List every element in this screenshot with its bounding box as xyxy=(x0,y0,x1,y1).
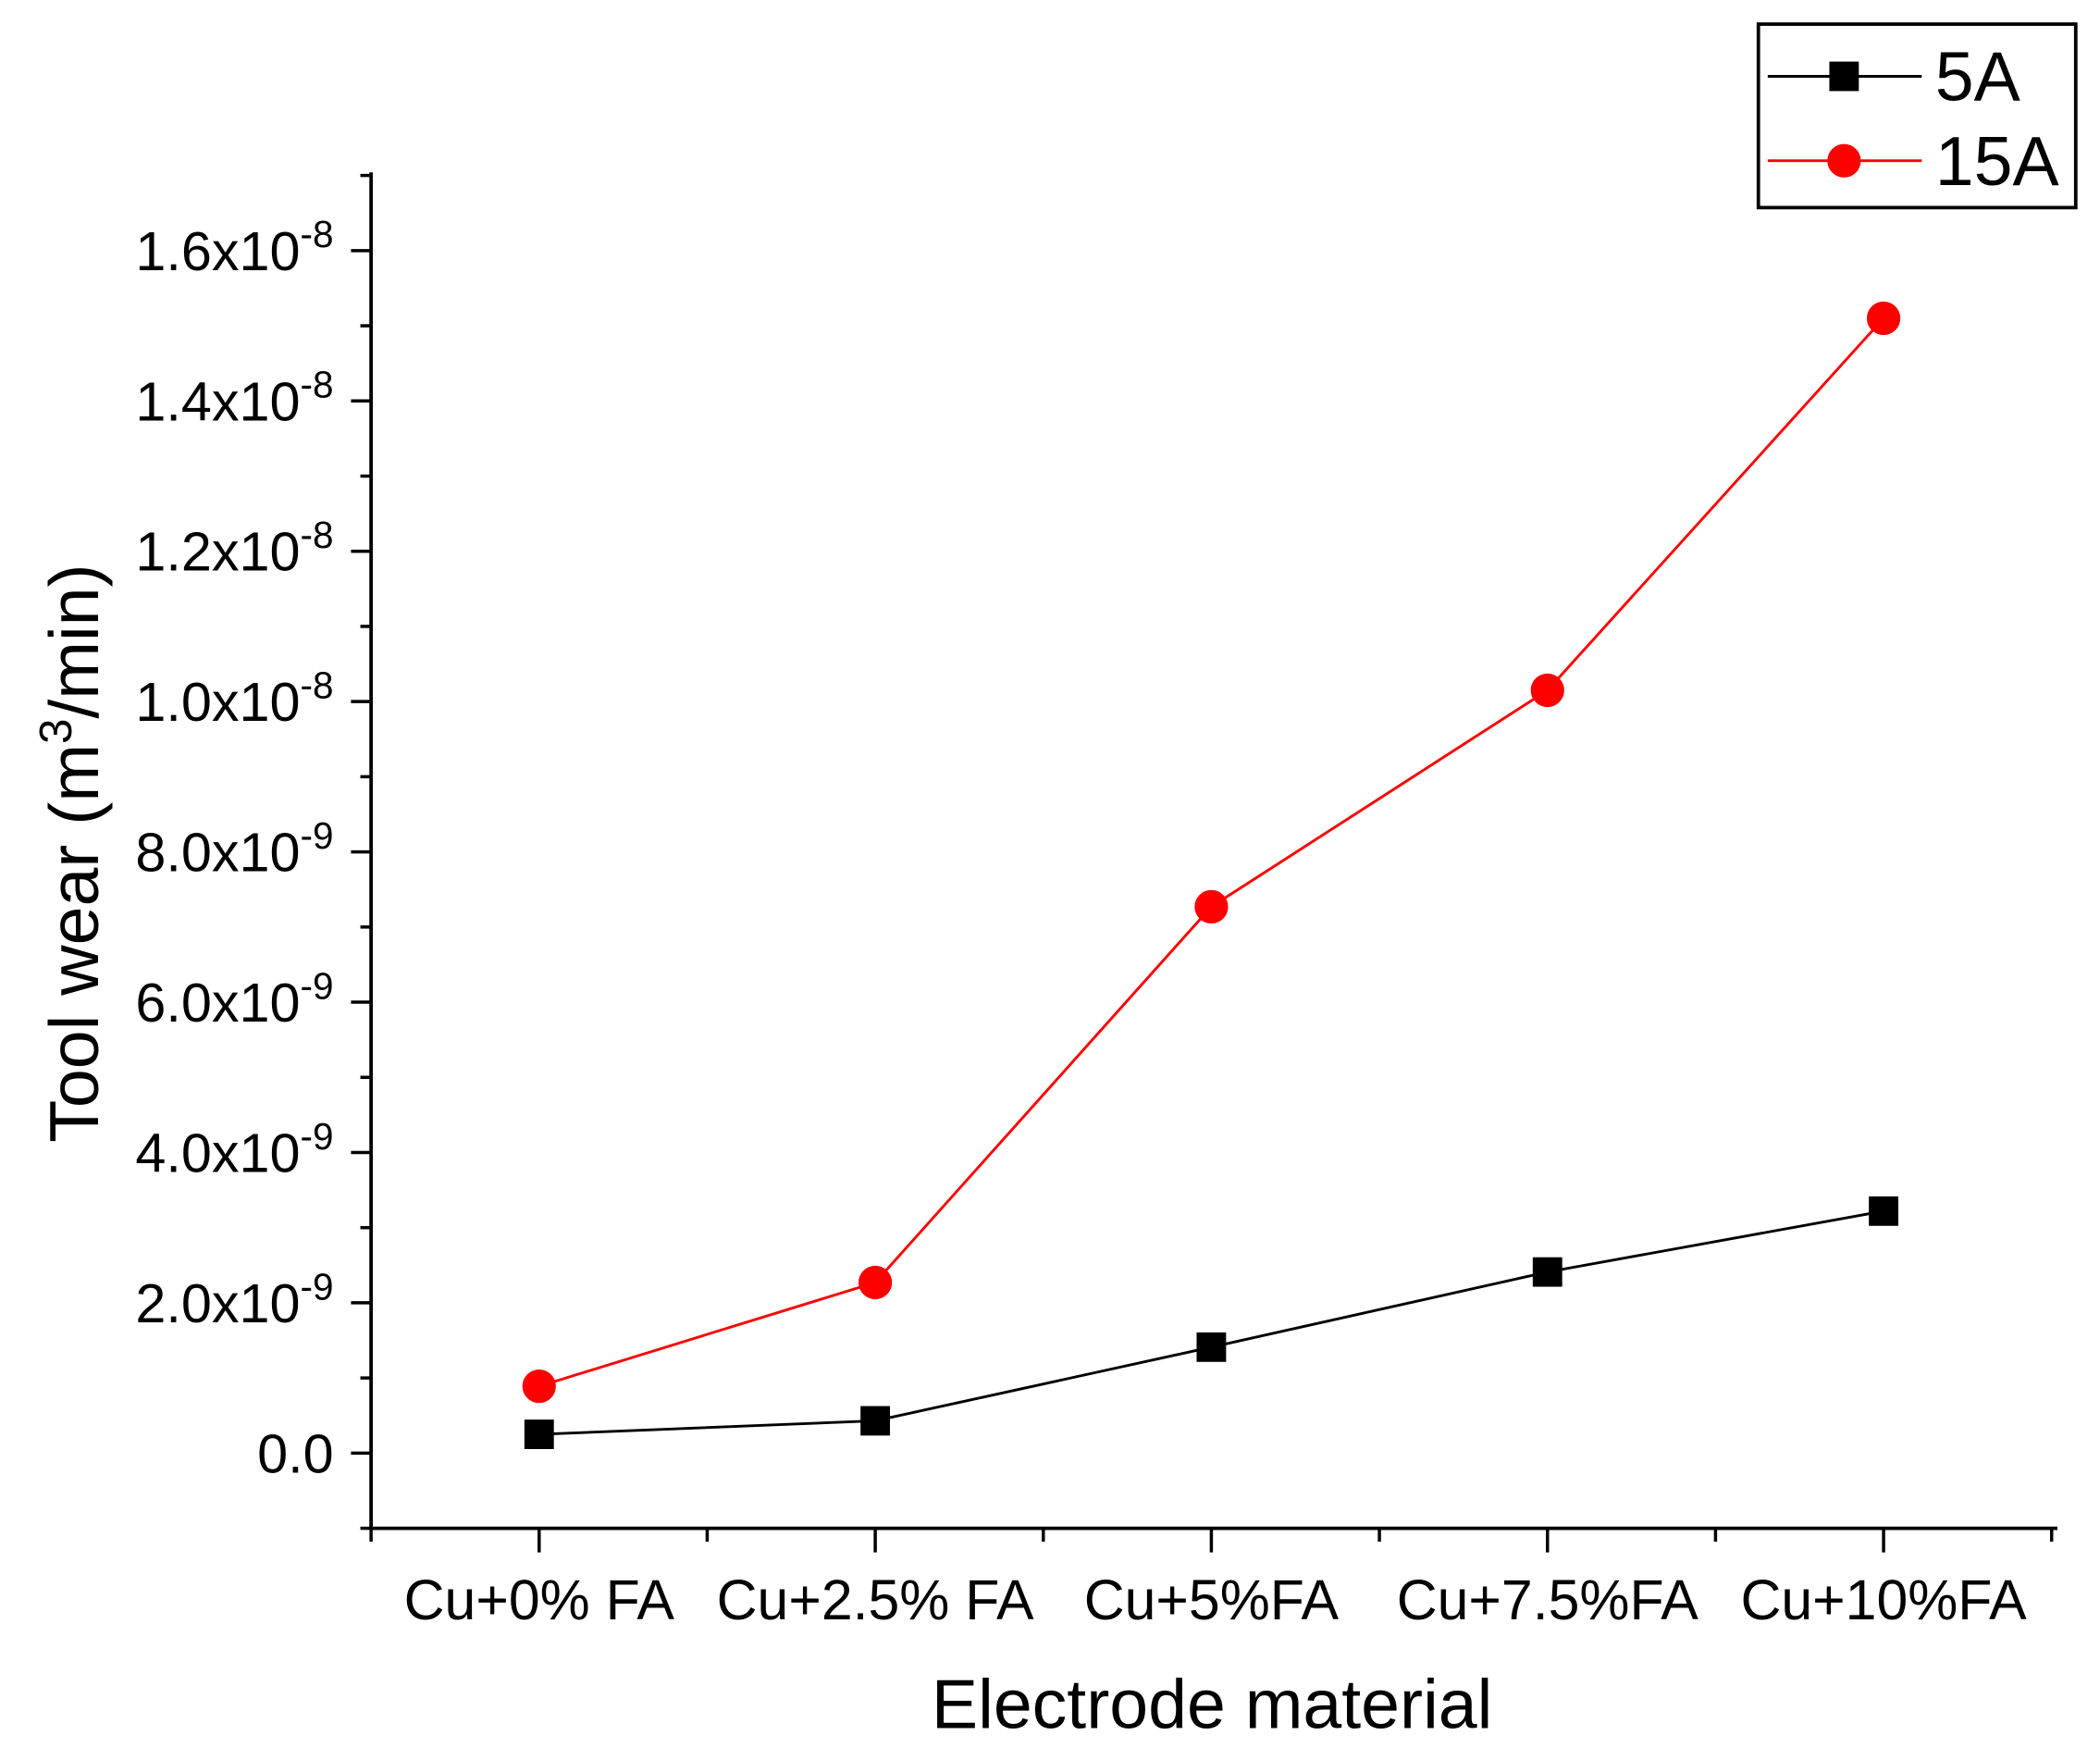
x-tick-label: Cu+10%FA xyxy=(1740,1568,2027,1631)
y-tick-mantissa: 4.0x10 xyxy=(135,1122,300,1184)
y-tick-label: 4.0x10-9 xyxy=(135,1115,333,1184)
data-point-15a-cu-10-fa xyxy=(1866,301,1901,336)
legend-label: 15A xyxy=(1935,122,2060,200)
y-tick-mantissa: 1.6x10 xyxy=(135,220,300,282)
legend-entry-15a: 15A xyxy=(1767,122,2060,200)
x-axis-title: Electrode material xyxy=(932,1665,1492,1742)
data-point-5a-cu-0-fa xyxy=(524,1419,554,1449)
data-point-5a-cu-10-fa xyxy=(1869,1196,1898,1226)
data-point-5a-cu-7-5-fa xyxy=(1532,1257,1563,1287)
y-tick-label: 2.0x10-9 xyxy=(135,1265,333,1334)
y-tick-exponent: -8 xyxy=(301,364,334,406)
y-tick-exponent: -9 xyxy=(301,964,334,1007)
data-point-15a-cu-0-fa xyxy=(522,1369,556,1404)
y-tick-label: 6.0x10-9 xyxy=(135,964,333,1034)
data-point-15a-cu-2-5-fa xyxy=(859,1265,893,1300)
y-tick-mantissa: 0.0 xyxy=(257,1422,333,1484)
y-tick-mantissa: 1.2x10 xyxy=(135,521,300,583)
x-tick-label: Cu+2.5% FA xyxy=(717,1568,1034,1631)
y-tick-exponent: -9 xyxy=(301,1115,334,1158)
y-tick-label: 0.0 xyxy=(257,1422,333,1484)
x-tick-label: Cu+0% FA xyxy=(404,1568,675,1631)
y-tick-exponent: -8 xyxy=(301,213,334,255)
y-tick-label: 1.2x10-8 xyxy=(135,514,333,583)
y-tick-label: 1.4x10-8 xyxy=(135,364,333,433)
y-tick-mantissa: 6.0x10 xyxy=(135,972,300,1034)
y-tick-exponent: -8 xyxy=(301,664,334,707)
y-tick-label: 1.6x10-8 xyxy=(135,213,333,282)
legend-marker xyxy=(1827,143,1861,178)
axis-ticks: 0.02.0x10-94.0x10-96.0x10-98.0x10-91.0x1… xyxy=(135,173,2054,1631)
plot-series xyxy=(522,301,1901,1449)
y-tick-mantissa: 8.0x10 xyxy=(135,822,300,884)
legend-marker xyxy=(1829,61,1859,92)
y-tick-exponent: -9 xyxy=(301,814,334,857)
y-axis-title-superscript: 3 xyxy=(31,719,81,744)
y-axis-title-text: Tool wear (m xyxy=(35,744,113,1143)
legend-entry-5a: 5A xyxy=(1767,38,2021,116)
x-tick-label: Cu+5%FA xyxy=(1084,1568,1340,1631)
data-point-15a-cu-5-fa xyxy=(1194,889,1229,923)
y-tick-mantissa: 1.0x10 xyxy=(135,671,300,733)
y-tick-label: 8.0x10-9 xyxy=(135,814,333,884)
y-tick-label: 1.0x10-8 xyxy=(135,664,333,734)
y-axis-title-unit: /min) xyxy=(35,564,113,718)
y-tick-exponent: -8 xyxy=(301,514,334,556)
x-tick-label: Cu+7.5%FA xyxy=(1397,1568,1699,1631)
y-tick-exponent: -9 xyxy=(301,1265,334,1308)
y-tick-mantissa: 1.4x10 xyxy=(135,370,300,432)
legend-frame xyxy=(1756,22,2078,210)
data-point-15a-cu-7-5-fa xyxy=(1530,673,1564,708)
data-point-5a-cu-2-5-fa xyxy=(860,1406,891,1436)
y-tick-mantissa: 2.0x10 xyxy=(135,1272,300,1334)
legend-label: 5A xyxy=(1935,38,2021,116)
data-point-5a-cu-5-fa xyxy=(1196,1332,1227,1362)
y-axis-title: Tool wear (m3/min) xyxy=(31,564,113,1142)
